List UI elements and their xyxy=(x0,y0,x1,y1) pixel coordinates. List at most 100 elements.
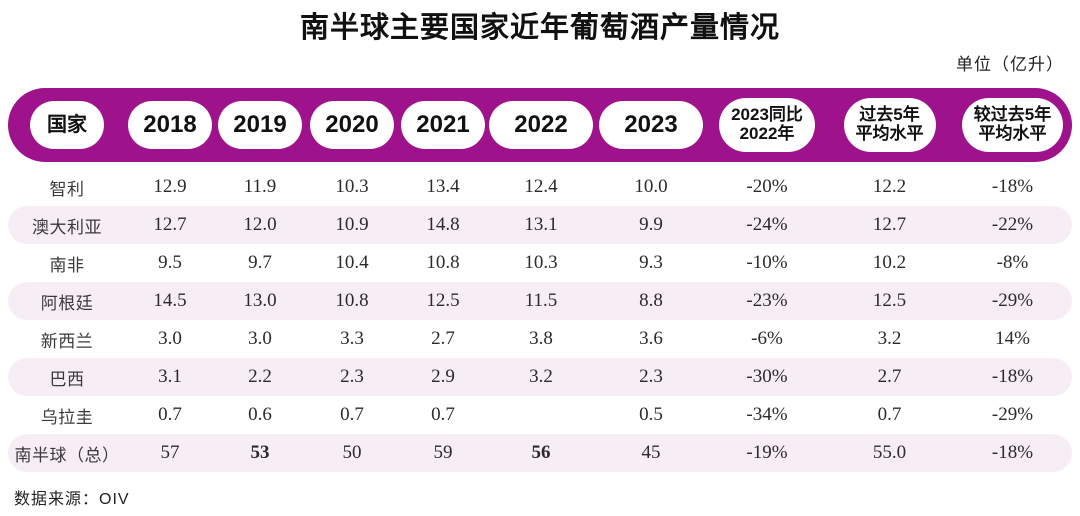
value-cell: -18% xyxy=(991,366,1034,387)
value-cell: 14.5 xyxy=(153,290,187,311)
value-cell: -6% xyxy=(751,328,783,349)
value-cell: 13.1 xyxy=(524,214,558,235)
value-cell: 10.3 xyxy=(524,252,558,273)
value-cell: 11.9 xyxy=(243,176,277,197)
value-cell: -18% xyxy=(991,176,1034,197)
value-cell: 9.3 xyxy=(639,252,663,273)
table-row: 南非 9.5 9.7 10.4 10.8 10.3 9.3 -10% 10.2 -8% xyxy=(8,244,1072,282)
value-cell: -22% xyxy=(991,214,1034,235)
value-cell: 12.7 xyxy=(153,214,187,235)
value-cell: 14% xyxy=(995,328,1030,349)
country-cell: 乌拉圭 xyxy=(40,407,94,427)
column-header-4: 2021 xyxy=(401,101,485,149)
value-cell: -18% xyxy=(991,442,1034,463)
value-cell: 10.9 xyxy=(335,214,369,235)
table-row: 智利 12.9 11.9 10.3 13.4 12.4 10.0 -20% 12.2 -18% xyxy=(8,168,1072,206)
value-cell: 9.5 xyxy=(158,252,182,273)
value-cell: 12.5 xyxy=(426,290,460,311)
column-header-0: 国家 xyxy=(30,101,104,149)
value-cell: 12.5 xyxy=(872,290,907,311)
value-cell: 13.4 xyxy=(426,176,460,197)
value-cell: 3.2 xyxy=(877,328,902,349)
value-cell: 10.4 xyxy=(335,252,369,273)
value-cell: 9.9 xyxy=(639,214,663,235)
column-header-2: 2019 xyxy=(218,101,302,149)
value-cell: 0.7 xyxy=(158,404,182,425)
value-cell: 2.7 xyxy=(431,328,455,349)
value-cell: 0.7 xyxy=(877,404,902,425)
value-cell: 12.4 xyxy=(524,176,558,197)
value-cell: -29% xyxy=(991,404,1034,425)
value-cell: -24% xyxy=(746,214,788,235)
value-cell: 0.7 xyxy=(431,404,455,425)
page-title: 南半球主要国家近年葡萄酒产量情况 xyxy=(299,12,780,44)
value-cell: -20% xyxy=(746,176,788,197)
value-cell: 55.0 xyxy=(872,442,907,463)
value-cell: -30% xyxy=(746,366,788,387)
data-source-label: 数据来源：OIV xyxy=(14,491,130,508)
value-cell: 2.7 xyxy=(877,366,902,387)
value-cell: 10.0 xyxy=(634,176,668,197)
column-header-5: 2022 xyxy=(489,101,593,149)
column-header-1: 2018 xyxy=(128,101,212,149)
value-cell: 12.2 xyxy=(872,176,907,197)
table-row: 新西兰 3.0 3.0 3.3 2.7 3.8 3.6 -6% 3.2 14% xyxy=(8,320,1072,358)
country-cell: 澳大利亚 xyxy=(32,217,102,237)
value-cell: 10.2 xyxy=(872,252,907,273)
column-header-8: 过去5年 平均水平 xyxy=(843,98,936,152)
value-cell: 10.8 xyxy=(335,290,369,311)
table-body: 智利 12.9 11.9 10.3 13.4 12.4 10.0 -20% 12.2 -18% 澳大… xyxy=(8,168,1072,472)
value-cell: 0.5 xyxy=(639,404,663,425)
value-cell: 57 xyxy=(160,442,180,463)
value-cell: 2.9 xyxy=(431,366,455,387)
country-cell: 新西兰 xyxy=(40,331,94,351)
value-cell: 56 xyxy=(531,442,551,463)
value-cell: 0.7 xyxy=(340,404,364,425)
table-row: 乌拉圭 0.7 0.6 0.7 0.7 0.5 -34% 0.7 -29% xyxy=(8,396,1072,434)
column-header-3: 2020 xyxy=(310,101,394,149)
value-cell: 3.2 xyxy=(529,366,553,387)
value-cell: 3.6 xyxy=(639,328,663,349)
column-header-7: 2023同比 2022年 xyxy=(719,98,815,152)
value-cell: 13.0 xyxy=(243,290,277,311)
value-cell: 11.5 xyxy=(524,290,558,311)
value-cell: 10.3 xyxy=(335,176,369,197)
value-cell: 2.3 xyxy=(340,366,364,387)
value-cell: -34% xyxy=(746,404,788,425)
value-cell: 3.8 xyxy=(529,328,553,349)
value-cell: 2.2 xyxy=(248,366,272,387)
column-header-9: 较过去5年 平均水平 xyxy=(961,98,1064,152)
value-cell: -19% xyxy=(746,442,788,463)
value-cell: 3.0 xyxy=(158,328,182,349)
table-header-row: 国家 2018 2019 2020 2021 2022 2023 2023同比 2022年 过去… xyxy=(8,88,1072,162)
value-cell: 12.7 xyxy=(872,214,907,235)
table-row: 阿根廷 14.5 13.0 10.8 12.5 11.5 8.8 -23% 12.5 -29% xyxy=(8,282,1072,320)
unit-label: 单位（亿升） xyxy=(956,55,1064,74)
value-cell: 3.0 xyxy=(248,328,272,349)
value-cell: -8% xyxy=(996,252,1029,273)
column-header-6: 2023 xyxy=(599,101,703,149)
country-cell: 南非 xyxy=(49,255,85,275)
country-cell: 智利 xyxy=(49,179,85,199)
table-row: 南半球（总） 57 53 50 59 56 45 -19% 55.0 -18% xyxy=(8,434,1072,472)
value-cell: 12.9 xyxy=(153,176,187,197)
country-cell: 巴西 xyxy=(49,369,85,389)
value-cell: -10% xyxy=(746,252,788,273)
value-cell: 59 xyxy=(433,442,453,463)
value-cell: -29% xyxy=(991,290,1034,311)
value-cell: 14.8 xyxy=(426,214,460,235)
value-cell: -23% xyxy=(746,290,788,311)
value-cell: 3.1 xyxy=(158,366,182,387)
value-cell: 53 xyxy=(250,442,270,463)
value-cell: 8.8 xyxy=(639,290,663,311)
country-cell: 南半球（总） xyxy=(14,445,120,465)
value-cell: 0.6 xyxy=(248,404,272,425)
value-cell: 3.3 xyxy=(340,328,364,349)
value-cell: 2.3 xyxy=(639,366,663,387)
value-cell: 9.7 xyxy=(248,252,272,273)
table-row: 澳大利亚 12.7 12.0 10.9 14.8 13.1 9.9 -24% 12.7 -22% xyxy=(8,206,1072,244)
value-cell: 10.8 xyxy=(426,252,460,273)
country-cell: 阿根廷 xyxy=(40,293,94,313)
table-row: 巴西 3.1 2.2 2.3 2.9 3.2 2.3 -30% 2.7 -18% xyxy=(8,358,1072,396)
